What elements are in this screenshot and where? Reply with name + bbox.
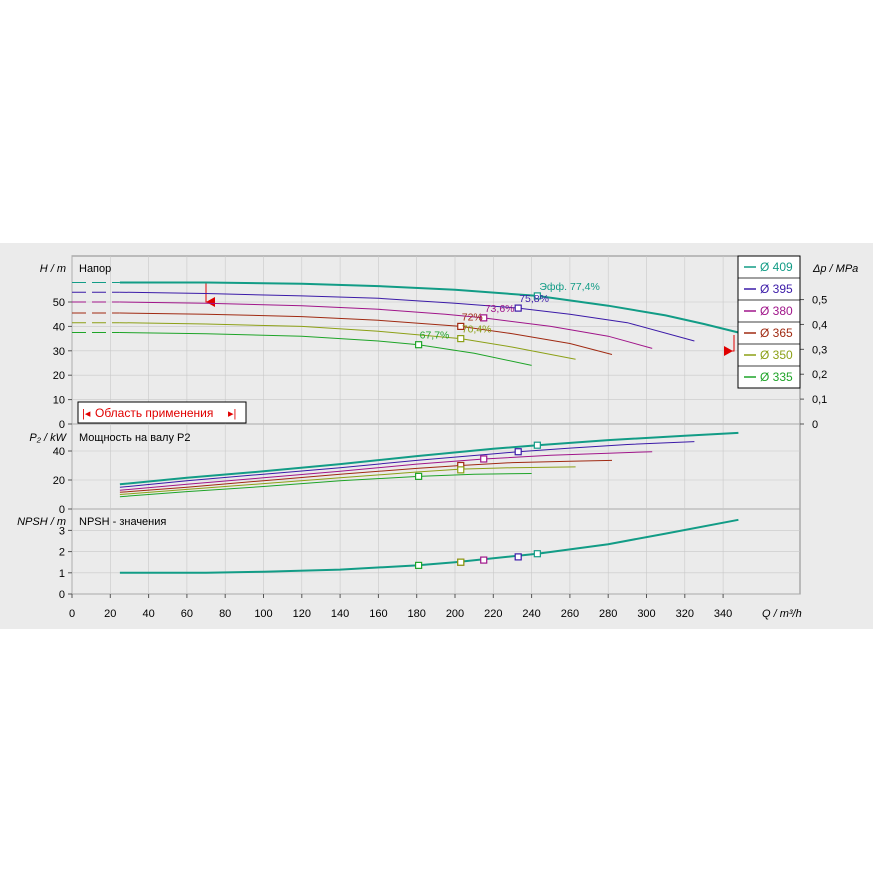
efficiency-label-380: 73,6%: [485, 303, 515, 315]
right-tick-label: 0,1: [812, 394, 827, 406]
x-tick-label: 0: [69, 608, 75, 620]
npsh-panel-title: NPSH - значения: [79, 516, 166, 528]
head-curve-350: [119, 322, 576, 360]
x-tick-label: 140: [331, 608, 349, 620]
right-tick-label: 0,2: [812, 369, 827, 381]
bep-marker-npsh-395: [514, 553, 522, 561]
bep-marker-npsh-350: [457, 558, 465, 566]
efficiency-label-395: 75,8%: [519, 293, 549, 305]
application-range-left-arrow: |◂: [82, 408, 91, 420]
x-tick-label: 300: [637, 608, 655, 620]
x-tick-label: 260: [561, 608, 579, 620]
right-axis-label: Δp / MPa: [812, 263, 858, 275]
x-tick-label: 100: [254, 608, 272, 620]
legend-label-365: Ø 365: [760, 326, 793, 340]
legend-label-395: Ø 395: [760, 282, 793, 296]
efficiency-label-365: 72%: [462, 311, 483, 323]
legend-label-380: Ø 380: [760, 304, 793, 318]
y-tick-label: 0: [59, 504, 65, 516]
y-tick-label: 10: [53, 395, 65, 407]
y-tick-label: 20: [53, 475, 65, 487]
pump-curve-chart: 0 20 40 60 80 100 120 140 160 180 200 220 240 260 280 3…: [17, 255, 858, 620]
application-range-label: Область применения: [95, 406, 213, 420]
x-tick-label: 180: [408, 608, 426, 620]
bep-marker-npsh-380: [480, 556, 488, 564]
min-flow-marker: [206, 297, 215, 307]
power-curve-395: [119, 441, 695, 488]
y-tick-label: 0: [59, 419, 65, 431]
x-tick-label: 320: [676, 608, 694, 620]
y-tick-label: 2: [59, 547, 65, 559]
power-plot-area: [71, 423, 801, 510]
x-tick-label: 120: [293, 608, 311, 620]
bep-marker-head-335: [415, 341, 423, 349]
head-curve-335: [119, 332, 532, 366]
x-tick-label: 240: [522, 608, 540, 620]
npsh-axis-label: NPSH / m: [17, 516, 66, 528]
x-tick-label: 200: [446, 608, 464, 620]
x-tick-label: 280: [599, 608, 617, 620]
head-curve-395: [119, 291, 695, 342]
head-plot-area: [71, 255, 801, 425]
y-tick-label: 40: [53, 321, 65, 333]
power-axis-label: P₂ / kW: [29, 432, 67, 444]
npsh-curve-409: [119, 518, 739, 574]
x-tick-label: 60: [181, 608, 193, 620]
bep-marker-head-380: [480, 314, 488, 322]
right-tick-label: 0,5: [812, 295, 827, 307]
head-curve-380: [119, 301, 653, 349]
bep-marker-power-335: [415, 472, 423, 480]
bep-marker-power-350: [457, 466, 465, 474]
efficiency-label-350: 70,4%: [462, 324, 492, 336]
power-panel-title: Мощность на валу P2: [79, 432, 191, 444]
bep-marker-power-380: [480, 455, 488, 463]
pump-curve-panel: 0 20 40 60 80 100 120 140 160 180 200 220 240 260 280 3…: [0, 243, 873, 629]
bep-marker-head-395: [514, 304, 522, 312]
y-tick-label: 3: [59, 525, 65, 537]
x-tick-label: 80: [219, 608, 231, 620]
right-tick-label: 0,4: [812, 319, 827, 331]
bep-marker-head-409: [533, 292, 541, 300]
head-curve-365: [119, 312, 613, 355]
bep-marker-power-395: [514, 448, 522, 456]
y-tick-label: 30: [53, 346, 65, 358]
application-range-box: [77, 401, 247, 424]
bep-marker-npsh-335: [415, 561, 423, 569]
x-tick-label: 20: [104, 608, 116, 620]
head-axis-label: H / m: [40, 263, 66, 275]
head-panel-title: Напор: [79, 263, 111, 275]
y-tick-label: 50: [53, 297, 65, 309]
legend-label-350: Ø 350: [760, 348, 793, 362]
power-curve-409: [119, 431, 739, 486]
x-tick-label: 340: [714, 608, 732, 620]
right-tick-label: 0: [812, 419, 818, 431]
power-curve-380: [119, 451, 653, 491]
y-tick-label: 40: [53, 446, 65, 458]
x-tick-label: 40: [142, 608, 154, 620]
efficiency-label-409: Эфф. 77,4%: [539, 281, 599, 293]
application-range-right-arrow: ▸|: [228, 408, 236, 420]
y-tick-label: 0: [59, 589, 65, 601]
x-axis-label: Q / m³/h: [762, 608, 802, 620]
x-tick-label: 220: [484, 608, 502, 620]
bep-marker-head-350: [457, 334, 465, 343]
bep-marker-npsh-409: [533, 550, 541, 558]
efficiency-label-335: 67,7%: [420, 330, 450, 342]
power-curve-335: [119, 473, 532, 498]
y-tick-label: 1: [59, 568, 65, 580]
bep-marker-power-409: [533, 441, 541, 449]
max-flow-marker: [724, 346, 733, 356]
legend-label-335: Ø 335: [760, 370, 793, 384]
legend-label-409: Ø 409: [760, 260, 793, 274]
head-curve-409: [119, 281, 739, 334]
power-curve-350: [119, 466, 576, 495]
x-tick-label: 160: [369, 608, 387, 620]
power-curve-365: [119, 459, 613, 493]
bep-marker-head-365: [457, 322, 465, 331]
y-tick-label: 20: [53, 370, 65, 382]
right-tick-label: 0,3: [812, 344, 827, 356]
